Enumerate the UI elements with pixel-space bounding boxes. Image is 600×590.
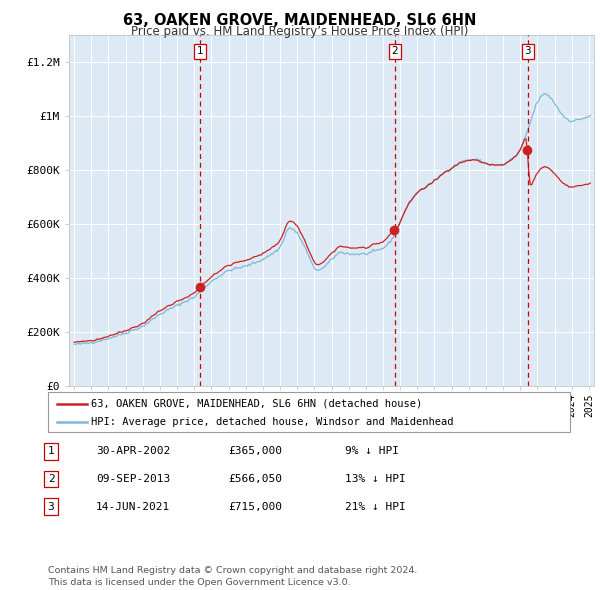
Text: 9% ↓ HPI: 9% ↓ HPI — [345, 447, 399, 456]
Text: 3: 3 — [47, 502, 55, 512]
Text: 1: 1 — [47, 447, 55, 456]
Text: 1: 1 — [197, 46, 203, 56]
Text: £566,050: £566,050 — [228, 474, 282, 484]
Text: 14-JUN-2021: 14-JUN-2021 — [96, 502, 170, 512]
Text: Price paid vs. HM Land Registry’s House Price Index (HPI): Price paid vs. HM Land Registry’s House … — [131, 25, 469, 38]
Text: 09-SEP-2013: 09-SEP-2013 — [96, 474, 170, 484]
Text: 21% ↓ HPI: 21% ↓ HPI — [345, 502, 406, 512]
Text: 63, OAKEN GROVE, MAIDENHEAD, SL6 6HN (detached house): 63, OAKEN GROVE, MAIDENHEAD, SL6 6HN (de… — [91, 399, 422, 409]
Text: £365,000: £365,000 — [228, 447, 282, 456]
Text: 63, OAKEN GROVE, MAIDENHEAD, SL6 6HN: 63, OAKEN GROVE, MAIDENHEAD, SL6 6HN — [124, 13, 476, 28]
Text: 30-APR-2002: 30-APR-2002 — [96, 447, 170, 456]
Text: 3: 3 — [524, 46, 531, 56]
Text: Contains HM Land Registry data © Crown copyright and database right 2024.
This d: Contains HM Land Registry data © Crown c… — [48, 566, 418, 587]
Text: £715,000: £715,000 — [228, 502, 282, 512]
Text: 13% ↓ HPI: 13% ↓ HPI — [345, 474, 406, 484]
Text: HPI: Average price, detached house, Windsor and Maidenhead: HPI: Average price, detached house, Wind… — [91, 417, 454, 427]
Text: 2: 2 — [47, 474, 55, 484]
Text: 2: 2 — [391, 46, 398, 56]
